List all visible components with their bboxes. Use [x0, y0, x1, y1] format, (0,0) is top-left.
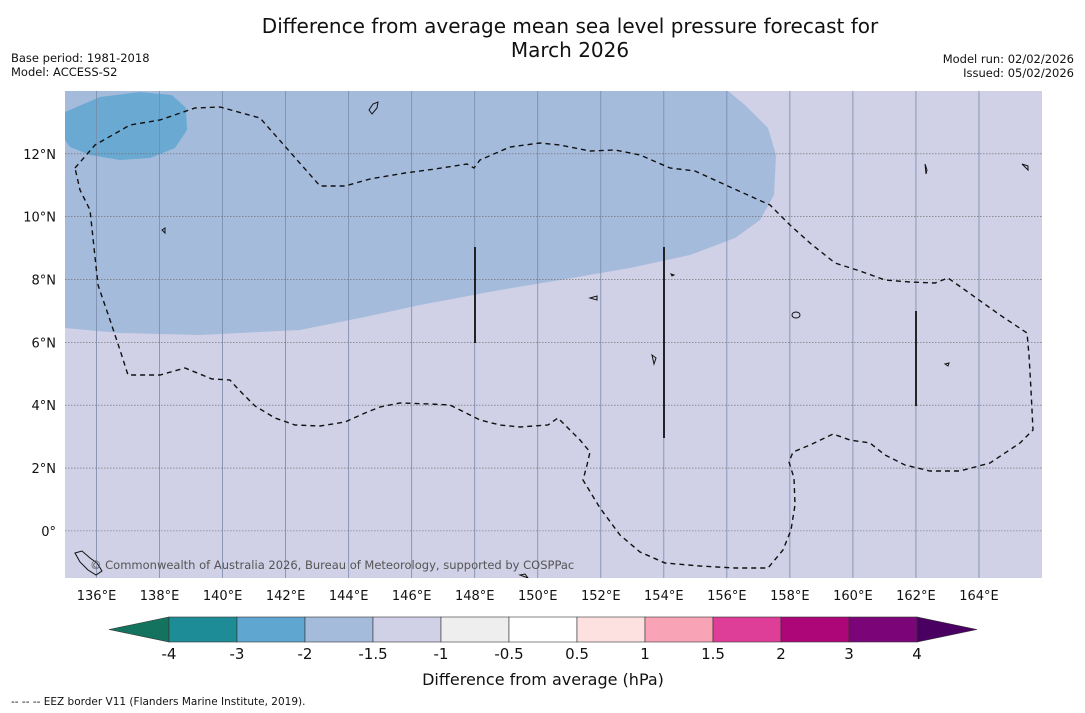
- colorbar-segment: [644, 616, 714, 643]
- eez-footnote: -- -- -- EEZ border V11 (Flanders Marine…: [11, 696, 306, 708]
- colorbar-segment: [712, 616, 782, 643]
- eez-vertical-segments: [474, 247, 917, 438]
- island-small-6: [1021, 163, 1029, 172]
- lon-tick-label: 136°E: [77, 589, 117, 604]
- island-small-3: [670, 273, 676, 277]
- colorbar-tick-label: 4: [912, 645, 922, 663]
- colorbar-tick-label: -1.5: [358, 645, 387, 663]
- map-plot-area: © Commonwealth of Australia 2026, Bureau…: [65, 91, 1042, 578]
- colorbar-tick-label: 2: [776, 645, 786, 663]
- island-small-7: [518, 573, 529, 578]
- model-name: Model: ACCESS-S2: [11, 65, 118, 79]
- gridlines: [65, 91, 1042, 578]
- colorbar-segment: [576, 616, 646, 643]
- lon-tick-label: 152°E: [581, 589, 621, 604]
- colorbar-tick-label: -1: [434, 645, 449, 663]
- issued-date: Issued: 05/02/2026: [963, 66, 1074, 80]
- island-small-1: [588, 295, 598, 301]
- colorbar: -4 -3 -2 -1.5 -1 -0.5 0.5 1 1.5 2 3 4: [108, 616, 978, 663]
- colorbar-segment: [304, 616, 374, 643]
- colorbar-tick-label: -0.5: [494, 645, 523, 663]
- title-line-2: March 2026: [510, 38, 630, 62]
- lon-tick-label: 138°E: [140, 589, 180, 604]
- colorbar-tick-label: -4: [162, 645, 177, 663]
- colorbar-label: Difference from average (hPa): [422, 670, 664, 689]
- lon-tick-label: 148°E: [455, 589, 495, 604]
- islands: [74, 101, 1029, 578]
- colorbar-tick-label: 1.5: [701, 645, 725, 663]
- lon-tick-label: 160°E: [833, 589, 873, 604]
- run-info: Model run: 02/02/2026 Issued: 05/02/2026: [943, 52, 1074, 80]
- island-papua: [74, 550, 103, 576]
- lon-tick-label: 142°E: [266, 589, 306, 604]
- lat-tick-label: 4°N: [32, 399, 57, 414]
- longitude-labels: 136°E 138°E 140°E 142°E 144°E 146°E 148°E 150°E…: [77, 589, 999, 604]
- lat-tick-label: 6°N: [32, 336, 57, 351]
- colorbar-segment: [440, 616, 510, 643]
- colorbar-segment: [372, 616, 442, 643]
- colorbar-extend-high: [916, 616, 978, 643]
- colorbar-segment: [848, 616, 918, 643]
- colorbar-tick-label: 1: [640, 645, 650, 663]
- colorbar-segment: [236, 616, 306, 643]
- island-small-4: [651, 353, 657, 366]
- lat-tick-label: 10°N: [23, 211, 56, 226]
- eez-border: [74, 106, 1034, 569]
- lon-tick-label: 162°E: [896, 589, 936, 604]
- island-guam: [368, 101, 379, 115]
- lon-tick-label: 154°E: [644, 589, 684, 604]
- model-run-date: Model run: 02/02/2026: [942, 52, 1074, 66]
- latitude-labels: 12°N 10°N 8°N 6°N 4°N 2°N 0°: [23, 148, 56, 540]
- colorbar-segment: [780, 616, 850, 643]
- lat-tick-label: 8°N: [32, 274, 57, 289]
- island-small-5: [924, 163, 928, 175]
- colorbar-extend-low: [108, 616, 170, 643]
- lat-tick-label: 2°N: [32, 462, 57, 477]
- colorbar-tick-label: 0.5: [565, 645, 589, 663]
- lon-tick-label: 144°E: [329, 589, 369, 604]
- island-chuuk: [791, 311, 801, 319]
- anomaly-region-minus-1-5: [65, 91, 776, 335]
- colorbar-segment: [168, 616, 238, 643]
- lat-tick-label: 12°N: [23, 148, 56, 163]
- colorbar-tick-label: -2: [298, 645, 313, 663]
- lon-tick-label: 164°E: [959, 589, 999, 604]
- island-pohnpei: [943, 362, 950, 367]
- base-period: Base period: 1981-2018: [11, 51, 150, 65]
- colorbar-tick-label: -3: [230, 645, 245, 663]
- model-info: Base period: 1981-2018 Model: ACCESS-S2: [11, 51, 150, 79]
- map-title: Difference from average mean sea level p…: [220, 14, 920, 62]
- island-small-2: [161, 227, 166, 235]
- lon-tick-label: 150°E: [518, 589, 558, 604]
- colorbar-tick-label: 3: [844, 645, 854, 663]
- lon-tick-label: 156°E: [707, 589, 747, 604]
- title-line-1: Difference from average mean sea level p…: [261, 14, 879, 38]
- colorbar-segment: [508, 616, 578, 643]
- lon-tick-label: 146°E: [392, 589, 432, 604]
- copyright-notice: © Commonwealth of Australia 2026, Bureau…: [90, 558, 574, 572]
- lon-tick-label: 158°E: [770, 589, 810, 604]
- lon-tick-label: 140°E: [203, 589, 243, 604]
- lat-tick-label: 0°: [41, 525, 56, 540]
- anomaly-region-minus-2: [65, 92, 187, 160]
